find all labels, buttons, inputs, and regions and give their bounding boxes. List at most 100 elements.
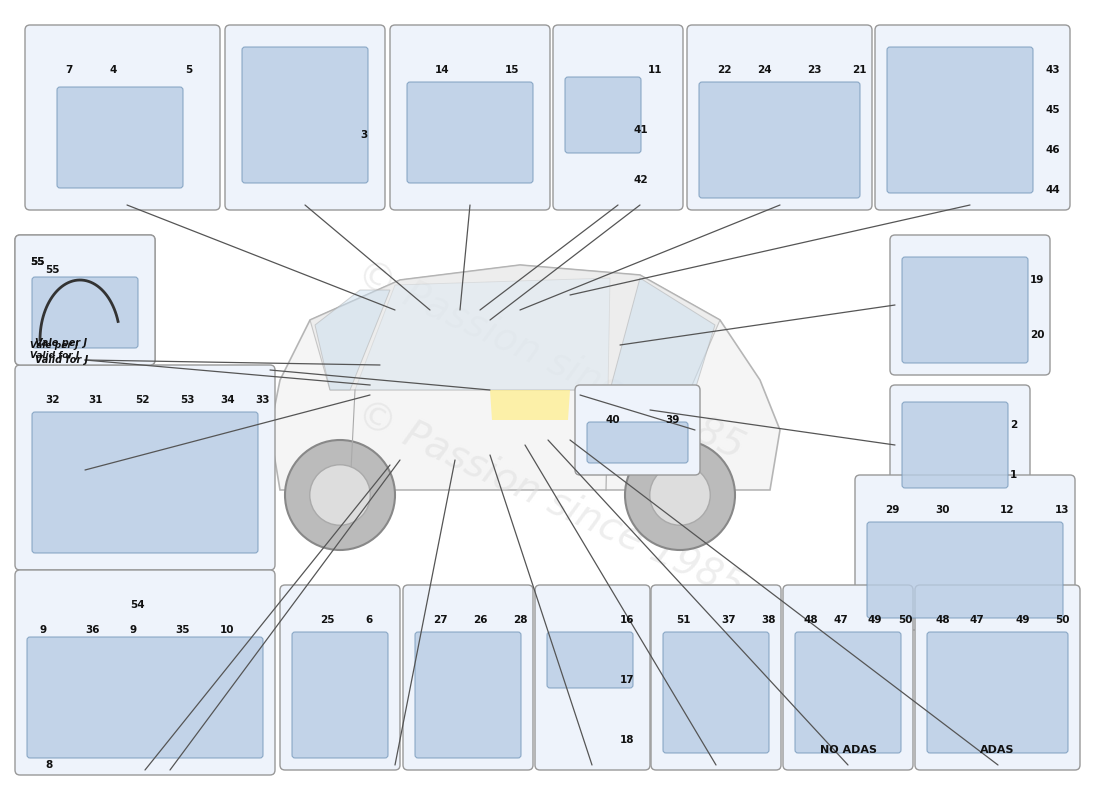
- Text: 47: 47: [833, 615, 848, 625]
- Text: 54: 54: [130, 600, 144, 610]
- Text: Valid for J: Valid for J: [35, 355, 88, 365]
- Text: © Passion since 1985: © Passion since 1985: [350, 394, 750, 606]
- Text: 11: 11: [648, 65, 662, 75]
- Text: 48: 48: [935, 615, 949, 625]
- Text: 50: 50: [1055, 615, 1069, 625]
- Text: 6: 6: [365, 615, 372, 625]
- Circle shape: [285, 440, 395, 550]
- Text: 53: 53: [180, 395, 195, 405]
- Text: 21: 21: [852, 65, 867, 75]
- Text: 38: 38: [761, 615, 776, 625]
- Text: 19: 19: [1030, 275, 1044, 285]
- FancyBboxPatch shape: [242, 47, 368, 183]
- FancyBboxPatch shape: [867, 522, 1063, 618]
- FancyBboxPatch shape: [390, 25, 550, 210]
- FancyBboxPatch shape: [407, 82, 534, 183]
- Text: 2: 2: [1010, 420, 1018, 430]
- Text: 17: 17: [620, 675, 635, 685]
- Text: 8: 8: [45, 760, 53, 770]
- FancyBboxPatch shape: [15, 365, 275, 570]
- Text: 1: 1: [1010, 470, 1018, 480]
- Polygon shape: [610, 278, 715, 390]
- FancyBboxPatch shape: [25, 25, 220, 210]
- Text: 30: 30: [935, 505, 949, 515]
- Text: 26: 26: [473, 615, 487, 625]
- FancyBboxPatch shape: [535, 585, 650, 770]
- FancyBboxPatch shape: [575, 385, 700, 475]
- Text: 32: 32: [45, 395, 59, 405]
- FancyBboxPatch shape: [887, 47, 1033, 193]
- FancyBboxPatch shape: [783, 585, 913, 770]
- FancyBboxPatch shape: [403, 585, 534, 770]
- Text: 49: 49: [868, 615, 882, 625]
- Text: Vale per J: Vale per J: [30, 341, 78, 350]
- Text: 9: 9: [130, 625, 138, 635]
- FancyBboxPatch shape: [890, 385, 1030, 505]
- Text: 20: 20: [1030, 330, 1045, 340]
- FancyBboxPatch shape: [280, 585, 400, 770]
- Polygon shape: [355, 278, 610, 390]
- Text: 23: 23: [807, 65, 822, 75]
- Text: 50: 50: [898, 615, 913, 625]
- Text: 10: 10: [220, 625, 234, 635]
- Text: 42: 42: [632, 175, 648, 185]
- Text: 55: 55: [30, 257, 44, 267]
- FancyBboxPatch shape: [651, 585, 781, 770]
- Text: 9: 9: [40, 625, 47, 635]
- Text: 48: 48: [803, 615, 817, 625]
- Text: 51: 51: [676, 615, 691, 625]
- Text: 14: 14: [434, 65, 450, 75]
- FancyBboxPatch shape: [292, 632, 388, 758]
- Text: 5: 5: [185, 65, 192, 75]
- Text: 29: 29: [886, 505, 900, 515]
- Text: 13: 13: [1055, 505, 1069, 515]
- Text: Vale per J: Vale per J: [35, 338, 87, 348]
- Text: 47: 47: [970, 615, 985, 625]
- Text: 25: 25: [320, 615, 334, 625]
- Text: 7: 7: [65, 65, 73, 75]
- FancyBboxPatch shape: [874, 25, 1070, 210]
- Text: 39: 39: [666, 415, 680, 425]
- FancyBboxPatch shape: [855, 475, 1075, 630]
- Polygon shape: [490, 390, 570, 420]
- FancyBboxPatch shape: [927, 632, 1068, 753]
- Text: 27: 27: [433, 615, 448, 625]
- Text: 15: 15: [505, 65, 519, 75]
- Text: 52: 52: [135, 395, 150, 405]
- Text: 45: 45: [1045, 105, 1059, 115]
- Text: ADAS: ADAS: [980, 745, 1014, 755]
- FancyBboxPatch shape: [226, 25, 385, 210]
- Text: 12: 12: [1000, 505, 1014, 515]
- FancyBboxPatch shape: [587, 422, 688, 463]
- FancyBboxPatch shape: [698, 82, 860, 198]
- Text: 28: 28: [513, 615, 528, 625]
- Text: 49: 49: [1015, 615, 1030, 625]
- Text: NO ADAS: NO ADAS: [820, 745, 877, 755]
- FancyBboxPatch shape: [15, 235, 155, 365]
- Polygon shape: [315, 290, 390, 390]
- FancyBboxPatch shape: [15, 570, 275, 775]
- Text: 40: 40: [605, 415, 619, 425]
- Circle shape: [650, 465, 711, 526]
- Text: 55: 55: [45, 265, 59, 275]
- FancyBboxPatch shape: [415, 632, 521, 758]
- Text: Valid for J: Valid for J: [30, 351, 79, 360]
- FancyBboxPatch shape: [32, 277, 138, 348]
- Text: 44: 44: [1045, 185, 1059, 195]
- Text: 55: 55: [30, 257, 44, 267]
- Text: 22: 22: [717, 65, 732, 75]
- FancyBboxPatch shape: [902, 402, 1008, 488]
- Text: 31: 31: [88, 395, 102, 405]
- FancyBboxPatch shape: [890, 235, 1050, 375]
- Text: 33: 33: [255, 395, 270, 405]
- Circle shape: [310, 465, 371, 526]
- Polygon shape: [270, 265, 780, 490]
- Text: 43: 43: [1045, 65, 1059, 75]
- Text: 46: 46: [1045, 145, 1059, 155]
- FancyBboxPatch shape: [795, 632, 901, 753]
- Text: 3: 3: [360, 130, 367, 140]
- Text: 24: 24: [757, 65, 771, 75]
- FancyBboxPatch shape: [902, 257, 1028, 363]
- FancyBboxPatch shape: [15, 235, 155, 365]
- Circle shape: [625, 440, 735, 550]
